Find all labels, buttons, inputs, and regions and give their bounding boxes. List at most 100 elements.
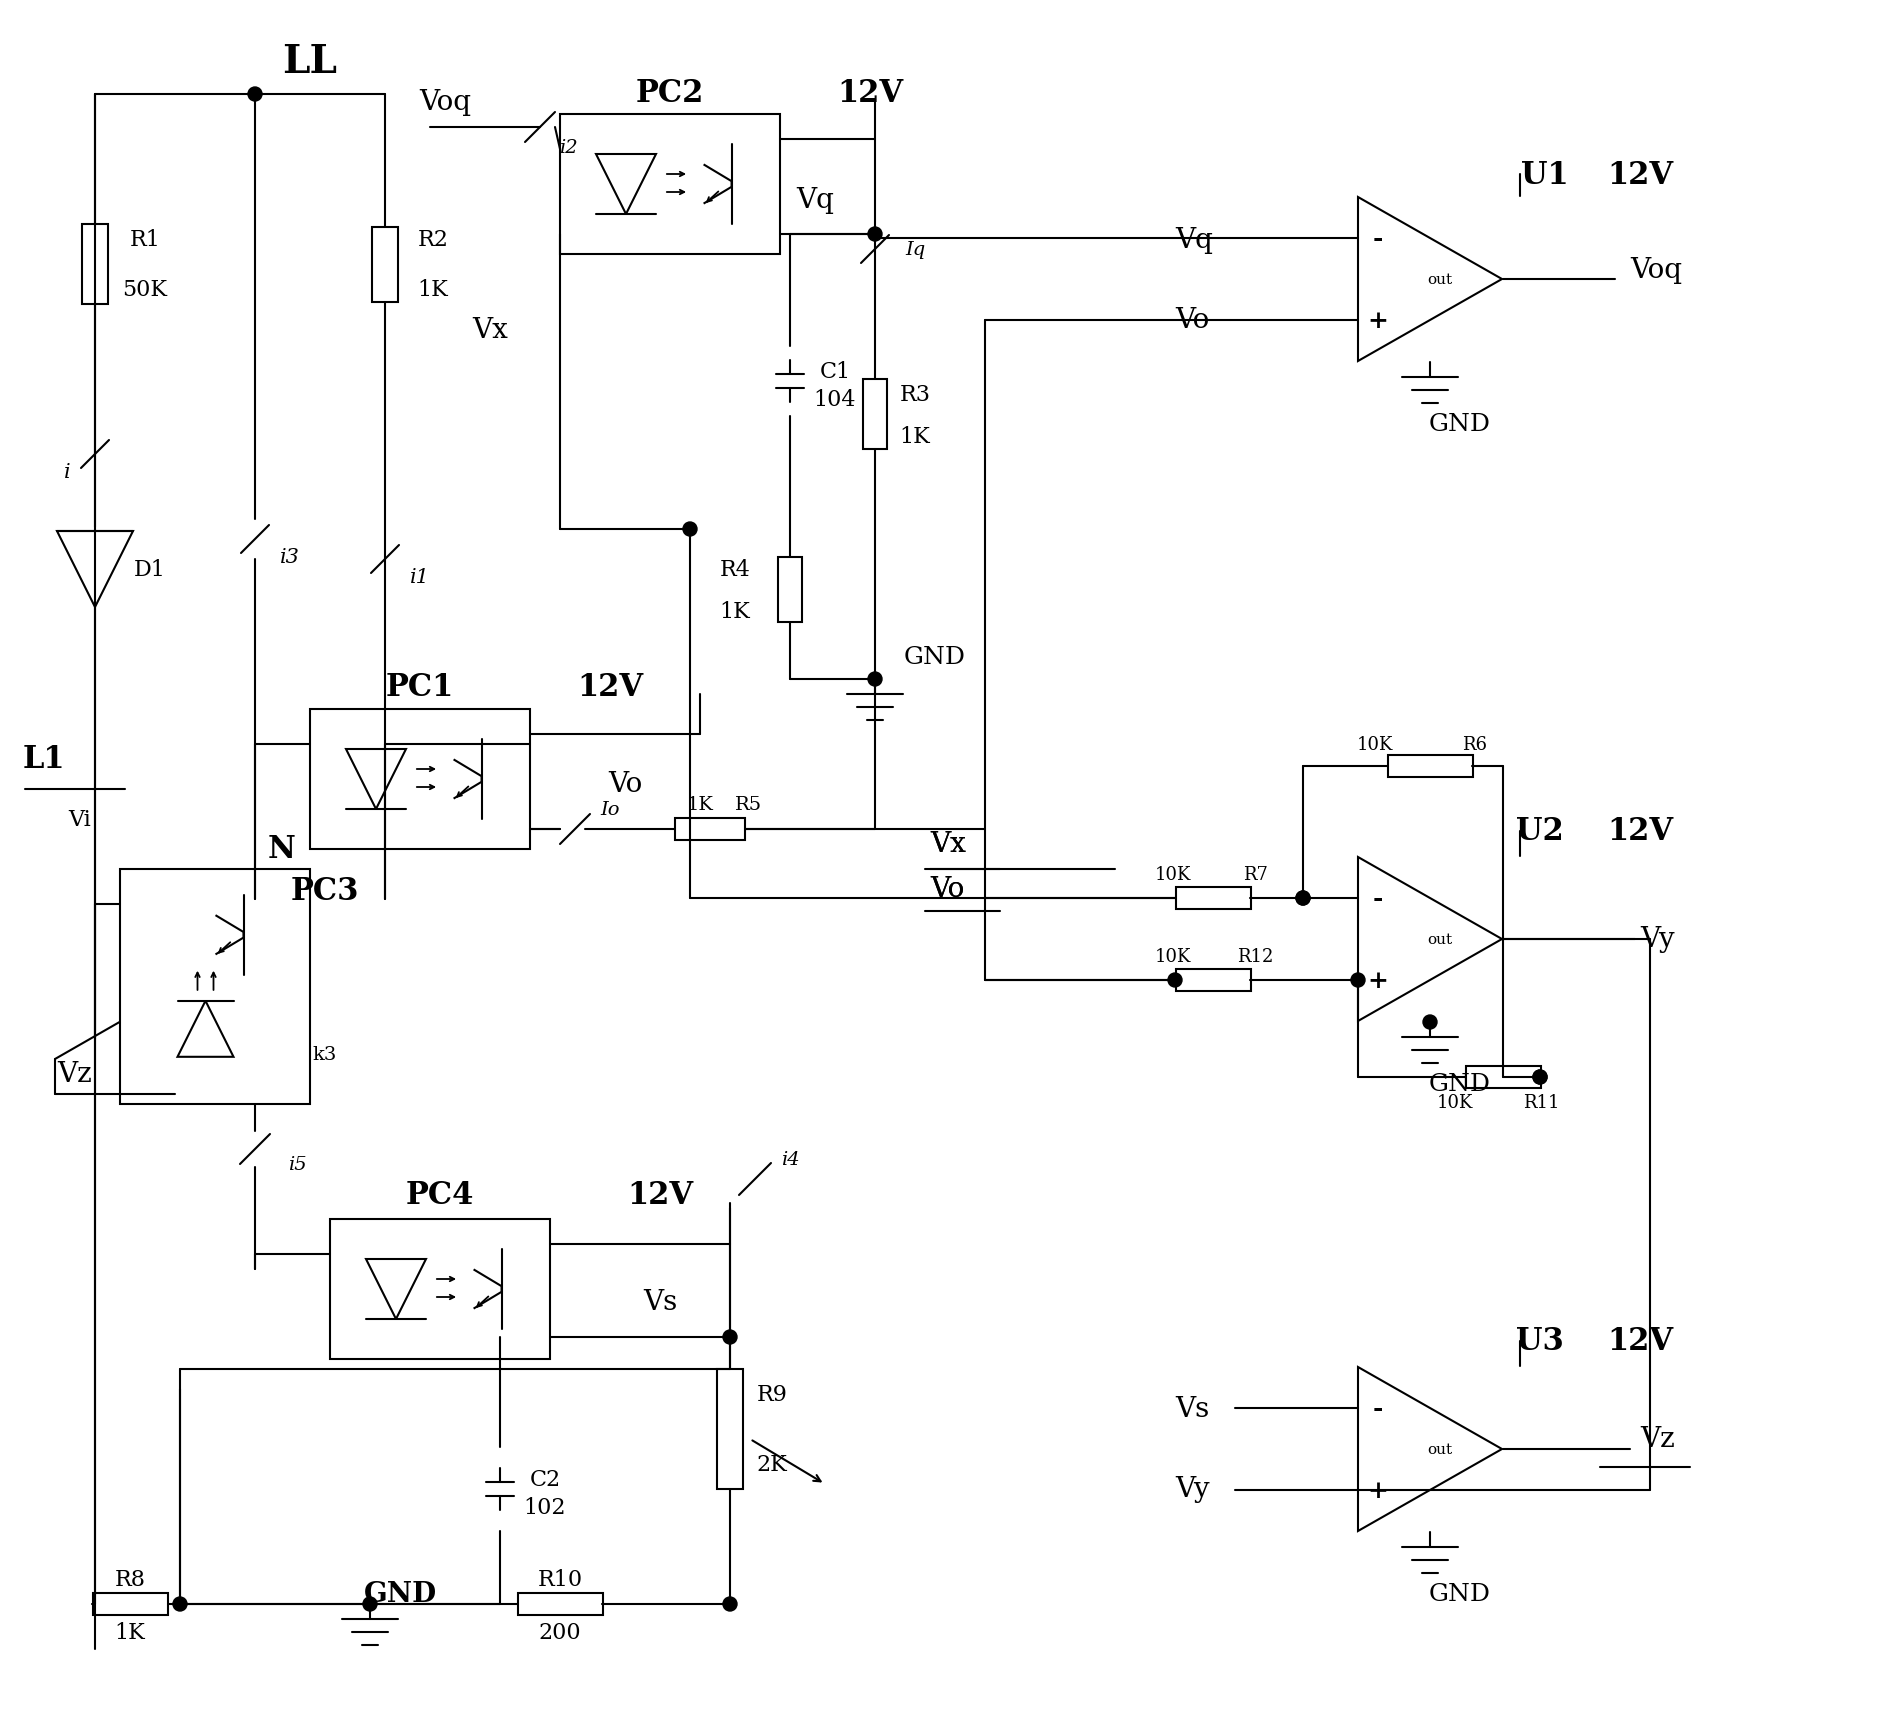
Text: U3: U3 [1516,1325,1563,1356]
Bar [718,1368,742,1490]
Text: i4: i4 [780,1150,799,1168]
Circle shape [1297,891,1310,905]
Text: 10K: 10K [1437,1093,1473,1111]
Text: 104: 104 [814,389,857,410]
Text: i2: i2 [558,138,577,157]
Text: 1K: 1K [686,796,714,813]
Text: 12V: 12V [577,673,643,702]
Text: R11: R11 [1522,1093,1560,1111]
Text: Vq: Vq [1174,227,1214,253]
Text: 2K: 2K [757,1453,787,1476]
Text: R5: R5 [735,796,761,813]
Text: 10K: 10K [1156,865,1191,884]
Text: GND: GND [1430,413,1492,436]
Text: k3: k3 [312,1045,336,1064]
Text: GND: GND [904,645,966,670]
Text: PC2: PC2 [635,78,705,109]
Text: R12: R12 [1236,948,1274,965]
Text: Vz: Vz [1640,1426,1674,1453]
Bar [92,1593,167,1616]
Bar [331,1220,551,1360]
Text: 1K: 1K [900,426,930,448]
Text: Vo: Vo [609,772,643,798]
Text: R7: R7 [1242,865,1268,884]
Text: R8: R8 [115,1567,145,1590]
Circle shape [363,1597,378,1611]
Bar [1176,969,1251,991]
Text: PC3: PC3 [291,875,359,907]
Text: R2: R2 [417,228,449,251]
Bar [778,557,802,623]
Text: 12V: 12V [836,78,904,109]
Text: U2: U2 [1516,817,1563,848]
Circle shape [1422,1016,1437,1029]
Text: U1: U1 [1522,159,1569,190]
Text: i3: i3 [280,548,301,567]
Text: Vo: Vo [930,875,964,903]
Text: -: - [1374,1396,1383,1420]
Text: GND: GND [363,1581,436,1607]
Text: 102: 102 [524,1496,566,1519]
Text: GND: GND [1430,1583,1492,1605]
Text: PC1: PC1 [385,673,455,702]
Text: i5: i5 [287,1156,306,1173]
Bar [83,225,107,304]
Text: Vx: Vx [930,830,966,858]
Text: R6: R6 [1462,735,1488,754]
Circle shape [723,1330,737,1344]
Text: C2: C2 [530,1469,560,1490]
Text: C1: C1 [819,362,851,382]
Bar [310,709,530,849]
Text: 1K: 1K [115,1621,145,1643]
Circle shape [723,1597,737,1611]
Circle shape [173,1597,188,1611]
Text: 12V: 12V [1607,159,1672,190]
Text: Vz: Vz [58,1060,92,1088]
Bar [1176,887,1251,910]
Text: out: out [1428,932,1452,946]
Text: 12V: 12V [628,1180,693,1211]
Text: GND: GND [1430,1073,1492,1095]
Text: Vy: Vy [1174,1476,1210,1503]
Text: Vi: Vi [70,808,92,830]
Bar [372,228,398,303]
Bar [862,381,887,450]
Text: D1: D1 [133,559,165,581]
Text: R1: R1 [130,228,160,251]
Text: out: out [1428,273,1452,287]
Bar [1466,1066,1541,1088]
Text: Io: Io [599,801,620,818]
Text: Vs: Vs [643,1289,676,1317]
Text: i: i [64,464,70,483]
Text: +: + [1368,969,1389,993]
Text: LL: LL [282,43,338,81]
Text: i1: i1 [410,567,430,586]
Text: 50K: 50K [122,279,167,301]
Text: Voq: Voq [1629,256,1682,284]
Circle shape [248,88,261,102]
Text: R4: R4 [720,559,750,581]
Text: Voq: Voq [419,90,472,116]
Text: 12V: 12V [1607,1325,1672,1356]
Text: +: + [1368,1477,1389,1502]
Text: 12V: 12V [1607,817,1672,848]
Text: -: - [1374,886,1383,910]
Text: Vq: Vq [797,187,834,213]
Circle shape [1297,891,1310,905]
Text: -: - [1374,227,1383,251]
Text: +: + [1368,310,1389,332]
Text: 10K: 10K [1357,735,1392,754]
Bar [519,1593,603,1616]
Text: L1: L1 [23,744,66,775]
Circle shape [868,673,881,687]
Text: Vo: Vo [1174,306,1210,334]
Text: Vx: Vx [472,317,507,343]
Text: Vo: Vo [930,875,964,903]
Circle shape [1169,974,1182,988]
Text: R3: R3 [900,384,930,407]
Text: Vx: Vx [930,830,966,858]
Text: 1K: 1K [417,279,449,301]
Circle shape [1533,1071,1546,1085]
Text: out: out [1428,1443,1452,1457]
Text: 1K: 1K [720,600,750,623]
